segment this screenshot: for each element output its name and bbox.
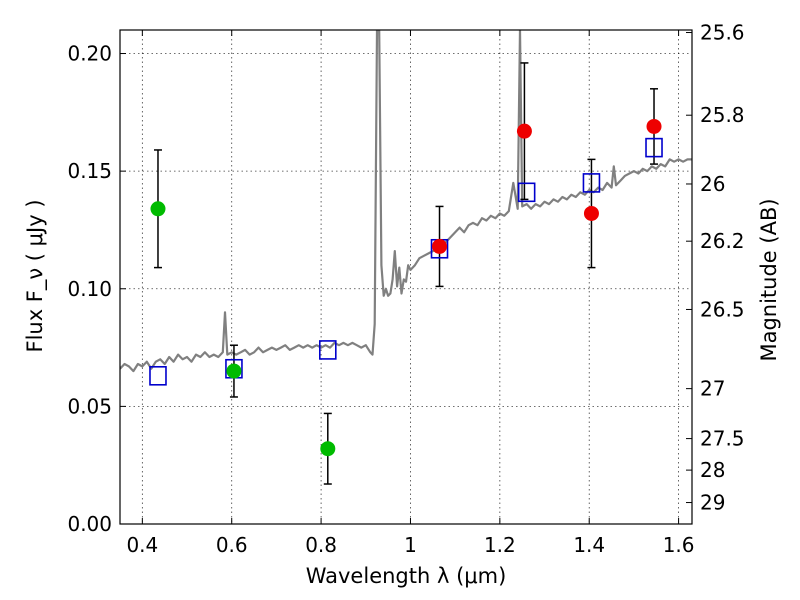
observed-flux-point bbox=[150, 201, 166, 217]
right-tick-label: 26.5 bbox=[700, 297, 745, 321]
right-tick-label: 25.8 bbox=[700, 103, 745, 127]
x-tick-label: 1.2 bbox=[484, 533, 516, 557]
right-tick-label: 27.5 bbox=[700, 427, 745, 451]
y-tick-label: 0.15 bbox=[67, 159, 112, 183]
model-flux-square bbox=[318, 340, 337, 360]
observed-flux-point bbox=[320, 441, 336, 457]
x-tick-label: 0.4 bbox=[126, 533, 158, 557]
y-tick-label: 0.10 bbox=[67, 277, 112, 301]
y-tick-label: 0.20 bbox=[67, 42, 112, 66]
observed-flux-point bbox=[583, 205, 599, 221]
right-tick-label: 27 bbox=[700, 377, 725, 401]
x-tick-label: 1 bbox=[404, 533, 417, 557]
observed-flux-point bbox=[646, 118, 662, 134]
observed-flux-point bbox=[516, 123, 532, 139]
right-tick-label: 25.6 bbox=[700, 21, 745, 45]
model-flux-square bbox=[582, 173, 601, 193]
x-axis-label: Wavelength λ (μm) bbox=[306, 564, 507, 588]
model-spectrum-line bbox=[120, 30, 692, 373]
right-tick-label: 26 bbox=[700, 172, 725, 196]
plot-layer bbox=[120, 30, 692, 485]
x-tick-label: 1.6 bbox=[663, 533, 695, 557]
right-tick-label: 28 bbox=[700, 458, 725, 482]
x-tick-label: 0.8 bbox=[305, 533, 337, 557]
model-flux-square bbox=[645, 137, 663, 158]
observed-flux-point bbox=[226, 363, 242, 379]
right-axis-label: Magnitude (AB) bbox=[757, 198, 781, 361]
model-flux-square bbox=[149, 365, 167, 386]
model-flux-square bbox=[517, 182, 536, 203]
plot-frame bbox=[119, 29, 693, 525]
x-tick-label: 1.4 bbox=[573, 533, 605, 557]
observed-flux-point bbox=[432, 238, 448, 254]
x-tick-label: 0.6 bbox=[216, 533, 248, 557]
y-tick-label: 0.00 bbox=[67, 512, 112, 536]
tick-layer: 0.4 0.6 0.8 1 1.2 1.4 1.6 0.00 0.05 0.10 0.15 0.20 2… bbox=[67, 21, 744, 557]
y-axis-label: Flux F_ν ( μJy ) bbox=[23, 199, 48, 352]
right-tick-label: 26.2 bbox=[700, 229, 745, 253]
y-tick-label: 0.05 bbox=[67, 394, 112, 418]
right-tick-label: 29 bbox=[700, 491, 725, 515]
